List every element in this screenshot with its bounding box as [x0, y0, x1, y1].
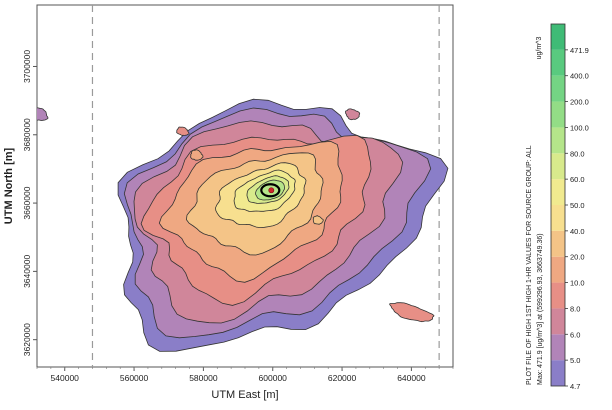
x-tick-label-0: 540000 — [51, 373, 80, 383]
y-tick-label-3: 3680000 — [22, 118, 32, 151]
colorbar-swatch-2 — [551, 308, 565, 335]
max-marker — [268, 187, 275, 194]
max-ring — [260, 183, 281, 198]
y-tick-label-2: 3660000 — [22, 186, 32, 219]
x-tick-label-3: 600000 — [259, 373, 288, 383]
colorbar-swatch-12 — [551, 49, 565, 76]
colorbar-label-9: 80.0 — [570, 149, 585, 158]
colorbar-swatch-13 — [551, 24, 565, 50]
colorbar-swatch-8 — [551, 153, 565, 180]
colorbar-caption: PLOT FILE OF HIGH 1ST HIGH 1-HR VALUES F… — [526, 145, 533, 385]
contour-patch-4 — [389, 302, 435, 323]
colorbar-label-10: 100.0 — [570, 123, 589, 132]
colorbar-swatch-4 — [551, 256, 565, 283]
x-tick-label-1: 560000 — [120, 373, 149, 383]
colorbar-swatch-1 — [551, 334, 565, 361]
colorbar-swatch-10 — [551, 101, 565, 128]
colorbar-swatch-6 — [551, 205, 565, 231]
x-tick-label-5: 640000 — [397, 373, 426, 383]
colorbar-label-6: 40.0 — [570, 227, 585, 236]
contour-patch-2 — [190, 149, 204, 161]
colorbar-label-1: 5.0 — [570, 356, 580, 365]
colorbar-label-4: 10.0 — [570, 279, 585, 288]
colorbar-label-7: 50.0 — [570, 201, 585, 210]
colorbar-swatch-5 — [551, 230, 565, 257]
colorbar-label-13: 471.9 — [570, 46, 589, 55]
y-axis-label: UTM North [m] — [3, 147, 15, 224]
y-tick-label-0: 3620000 — [22, 323, 32, 356]
colorbar-frame — [550, 23, 566, 387]
x-tick-label-2: 580000 — [189, 373, 218, 383]
colorbar-max-caption: Max: 471.9 [ug/m^3] at (599296.93, 36637… — [537, 233, 544, 385]
colorbar-label-2: 6.0 — [570, 330, 580, 339]
y-tick-label-1: 3640000 — [22, 255, 32, 288]
colorbar-swatch-7 — [551, 179, 565, 205]
colorbar-label-0: 4.7 — [570, 382, 580, 391]
contour-patch-1 — [176, 126, 190, 136]
colorbar-label-8: 60.0 — [570, 175, 585, 184]
x-axis-label: UTM East [m] — [211, 389, 278, 401]
contour-patch-5 — [345, 108, 361, 121]
colorbar-swatch-11 — [551, 75, 565, 102]
x-tick-label-4: 620000 — [328, 373, 357, 383]
colorbar-swatch-0 — [551, 360, 565, 386]
colorbar-label-3: 8.0 — [570, 304, 580, 313]
contour-patch-3 — [312, 215, 324, 225]
colorbar-label-11: 200.0 — [570, 98, 589, 107]
colorbar-label-12: 400.0 — [570, 72, 589, 81]
colorbar-label-5: 20.0 — [570, 253, 585, 262]
y-tick-label-4: 3700000 — [22, 50, 32, 83]
colorbar-swatch-9 — [551, 127, 565, 154]
colorbar-unit: ug/m^3 — [536, 37, 543, 60]
contour-patch-0 — [37, 107, 49, 122]
colorbar-swatch-3 — [551, 282, 565, 309]
